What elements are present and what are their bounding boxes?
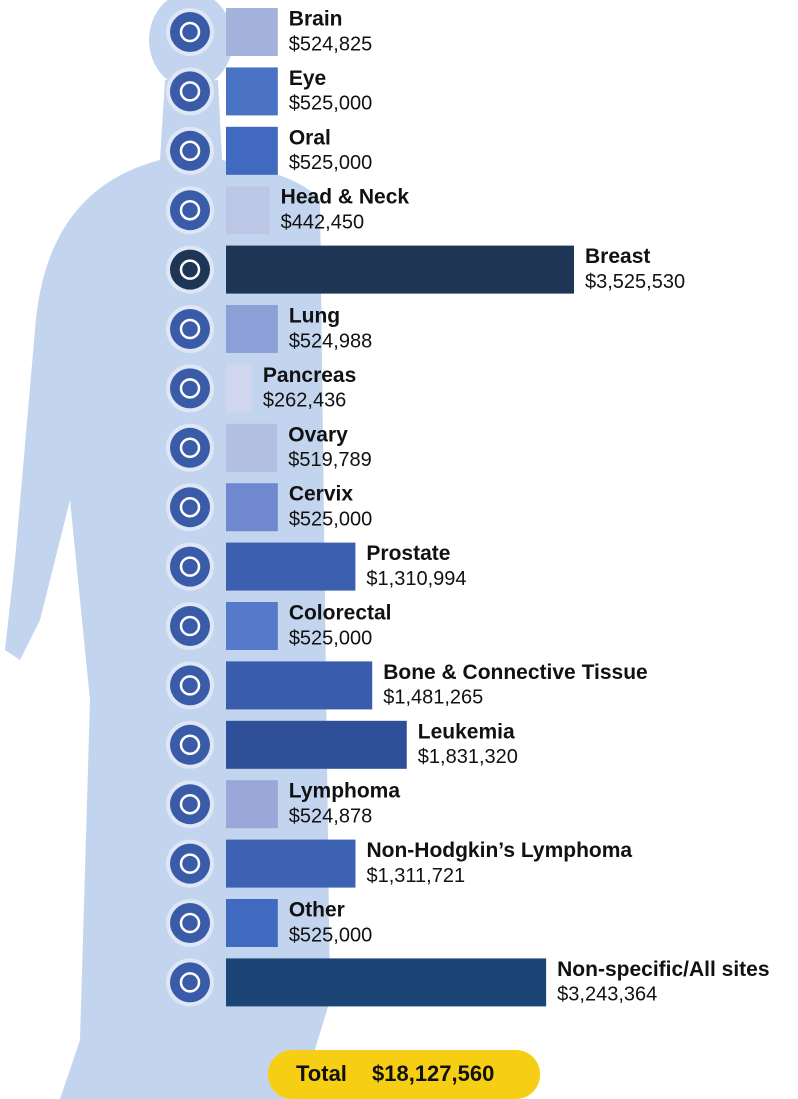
bar	[226, 780, 278, 829]
bar	[226, 423, 278, 472]
category-label: Cervix	[289, 483, 354, 506]
icon-glyph	[179, 556, 201, 577]
icon	[170, 427, 210, 468]
bar	[226, 126, 278, 175]
icon	[170, 12, 210, 52]
bar	[226, 245, 574, 294]
icon	[170, 606, 210, 646]
category-label: Ovary	[288, 423, 348, 446]
value-label: $525,000	[289, 508, 372, 530]
category-label: Brain	[289, 8, 343, 31]
bar	[226, 305, 278, 353]
icon	[170, 546, 210, 587]
bar	[226, 483, 278, 532]
icon-glyph	[179, 21, 201, 43]
value-label: $525,000	[289, 152, 372, 174]
category-label: Prostate	[366, 542, 450, 565]
value-label: $1,310,994	[366, 568, 466, 590]
icon-glyph	[179, 675, 201, 696]
category-label: Pancreas	[263, 364, 356, 387]
value-label: $1,831,320	[418, 746, 518, 768]
icon	[170, 724, 210, 765]
icon-glyph	[179, 734, 201, 756]
icon-glyph	[179, 81, 201, 102]
bar	[226, 186, 270, 235]
bar	[226, 542, 356, 591]
category-label: Leukemia	[418, 720, 515, 743]
category-label: Non-Hodgkin’s Lymphoma	[366, 839, 632, 862]
icon-glyph	[179, 140, 201, 162]
value-label: $1,311,721	[366, 865, 465, 887]
value-label: $524,988	[289, 330, 372, 352]
icon-glyph	[179, 793, 201, 815]
category-label: Oral	[289, 126, 331, 149]
category-label: Non-specific/All sites	[557, 958, 769, 981]
bar	[226, 899, 278, 947]
value-label: $525,000	[289, 627, 372, 649]
bar	[226, 839, 356, 888]
icon-glyph	[179, 318, 201, 340]
bar	[226, 958, 547, 1007]
category-label: Other	[289, 899, 345, 922]
icon	[170, 249, 210, 290]
icon	[170, 368, 210, 409]
value-label: $442,450	[281, 211, 364, 233]
bar	[226, 8, 278, 56]
bar	[226, 67, 278, 116]
category-label: Bone & Connective Tissue	[383, 661, 648, 684]
total-value: $18,127,560	[372, 1061, 494, 1086]
category-label: Lymphoma	[289, 780, 401, 803]
total-title: Total	[296, 1061, 347, 1086]
icon	[170, 843, 210, 884]
value-label: $3,243,364	[557, 984, 657, 1006]
icon-glyph	[179, 853, 201, 874]
value-label: $1,481,265	[383, 687, 483, 709]
icon-glyph	[179, 199, 201, 221]
bar	[226, 602, 278, 650]
value-label: $525,000	[289, 924, 372, 946]
icon-glyph	[179, 496, 201, 518]
icon-glyph	[179, 615, 201, 637]
icon	[170, 309, 210, 349]
category-label: Eye	[289, 67, 326, 90]
icon	[170, 190, 210, 231]
icon-glyph	[179, 378, 201, 399]
value-label: $525,000	[289, 93, 372, 115]
value-label: $519,789	[288, 449, 371, 471]
icon-glyph	[179, 259, 201, 280]
total-pill	[268, 1050, 540, 1099]
icon	[170, 903, 210, 943]
value-label: $524,825	[289, 33, 372, 55]
icon	[170, 784, 210, 825]
bar	[226, 364, 252, 413]
icon	[170, 665, 210, 706]
icon-glyph	[179, 912, 201, 934]
icon	[170, 71, 210, 112]
icon	[170, 487, 210, 528]
icon	[170, 130, 210, 171]
bar	[226, 661, 373, 710]
category-label: Lung	[289, 305, 340, 328]
icon-glyph	[179, 437, 201, 459]
rows: Brain$524,825 Eye $525,000 Oral $525,000 Head…	[166, 8, 770, 1007]
category-label: Head & Neck	[281, 186, 410, 209]
icon	[170, 962, 210, 1003]
value-label: $524,878	[289, 805, 372, 827]
value-label: $262,436	[263, 390, 346, 412]
bar	[226, 720, 407, 769]
icon-glyph	[179, 972, 201, 993]
value-label: $3,525,530	[585, 271, 685, 293]
category-label: Colorectal	[289, 602, 392, 625]
category-label: Breast	[585, 245, 650, 268]
